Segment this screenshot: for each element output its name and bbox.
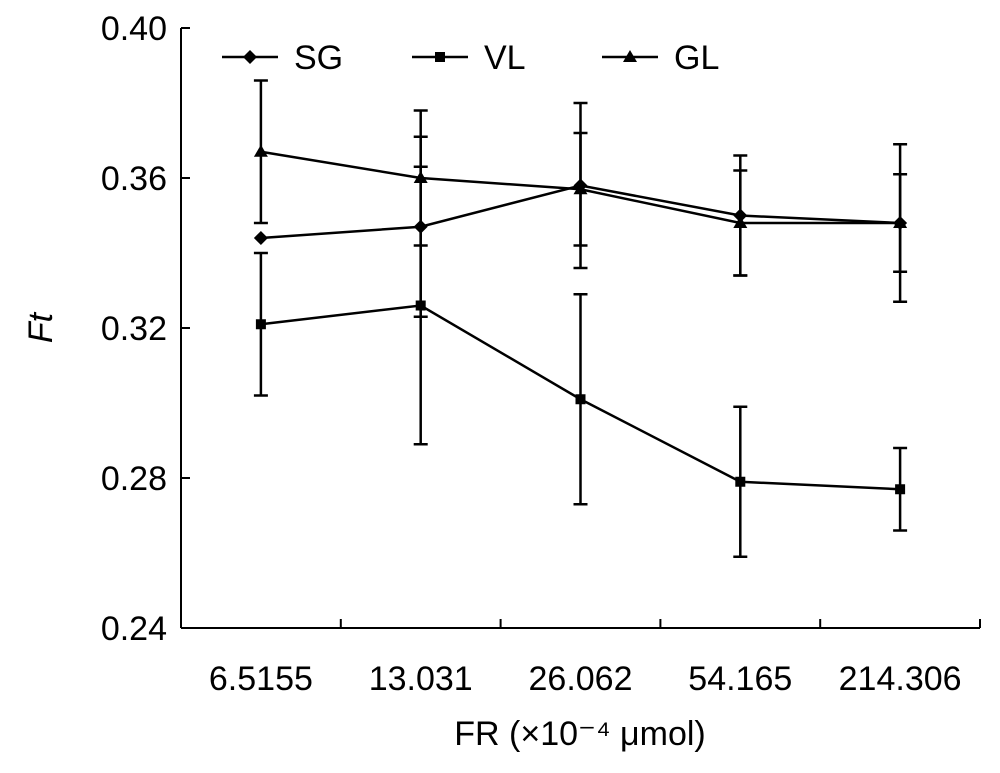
data-point-gl [413,171,428,183]
legend-label-vl: VL [484,39,526,77]
x-ticks: 6.5155 13.031 26.062 54.165 214.306 [209,619,981,698]
data-point-gl [893,216,908,228]
y-tick-label: 0.40 [101,10,167,48]
legend-label-gl: GL [674,39,719,77]
data-point-vl [575,394,586,405]
x-tick-label: 26.062 [529,660,633,698]
data-point-vl [255,319,266,330]
y-tick-label: 0.24 [101,610,167,648]
x-tick-label: 54.165 [688,660,792,698]
y-tick-label: 0.36 [101,160,167,198]
data-point-gl [733,216,748,228]
data-point-vl [735,476,746,487]
data-point-gl [253,144,268,157]
legend-marker-gl [623,50,637,62]
x-tick-label: 6.5155 [209,660,313,698]
data-point-vl [415,300,426,311]
data-point-gl [573,182,588,195]
x-tick-label: 214.306 [839,660,962,698]
legend-label-sg: SG [294,39,343,77]
data-point-vl [895,484,906,495]
y-tick-label: 0.28 [101,460,167,498]
y-axis-title: Ft [22,311,60,343]
series-layer [253,79,908,558]
series-gl [253,79,908,277]
y-tick-label: 0.32 [101,310,167,348]
legend-marker-sg [243,50,257,64]
data-point-sg [253,231,268,245]
legend: SG VL GL [222,39,719,77]
x-tick-label: 13.031 [369,660,473,698]
x-axis-title: FR (×10⁻⁴ μmol) [454,715,705,753]
y-ticks: 0.40 0.36 0.32 0.28 0.24 [101,10,190,648]
legend-marker-vl [435,52,445,62]
